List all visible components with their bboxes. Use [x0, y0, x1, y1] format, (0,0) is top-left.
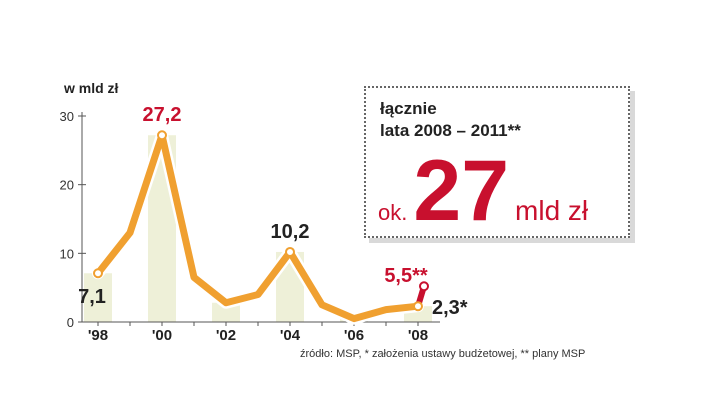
callout-number: 27	[413, 143, 510, 239]
total-callout: łącznie lata 2008 – 2011** ok.27 mld zł	[364, 86, 630, 238]
y-tick-label: 10	[60, 246, 74, 261]
y-axis: 0 10 20 30	[60, 109, 86, 330]
series-layer	[92, 129, 429, 325]
data-label: 2,3*	[432, 297, 468, 319]
y-tick-label: 30	[60, 109, 74, 124]
data-label: 5,5**	[384, 265, 428, 287]
year-band	[84, 273, 112, 322]
source-note: źródło: MSP, * założenia ustawy budżetow…	[300, 348, 586, 360]
data-label: 27,2	[143, 104, 182, 126]
callout-label: łącznie lata 2008 – 2011**	[380, 98, 521, 142]
data-label: 10,2	[271, 221, 310, 243]
x-axis: '98 '00 '02 '04 '06 '08	[82, 321, 440, 344]
x-tick-label: '02	[216, 327, 236, 344]
y-tick-label: 20	[60, 178, 74, 193]
data-labels: 7,1 27,2 10,2 5,5**2,3*	[78, 104, 468, 319]
x-tick-label: '08	[408, 327, 428, 344]
x-tick-label: '04	[280, 327, 301, 344]
data-point	[285, 246, 295, 257]
x-tick-label: '98	[88, 327, 108, 344]
data-point	[93, 268, 103, 279]
data-label: 7,1	[78, 286, 106, 308]
callout-prefix: ok.	[378, 200, 408, 225]
data-point	[413, 301, 423, 312]
projection-point	[419, 281, 429, 292]
y-tick-label: 0	[67, 315, 74, 330]
unit-label: w mld zł	[64, 80, 119, 96]
data-point	[157, 130, 167, 141]
callout-label-line1: łącznie	[380, 99, 437, 118]
x-tick-label: '00	[152, 327, 172, 344]
year-band	[212, 302, 240, 322]
callout-value: ok.27 mld zł	[378, 148, 588, 234]
x-tick-label: '06	[344, 327, 364, 344]
series-line	[94, 131, 422, 323]
callout-unit: mld zł	[515, 195, 589, 226]
callout-label-line2: lata 2008 – 2011**	[380, 121, 521, 140]
